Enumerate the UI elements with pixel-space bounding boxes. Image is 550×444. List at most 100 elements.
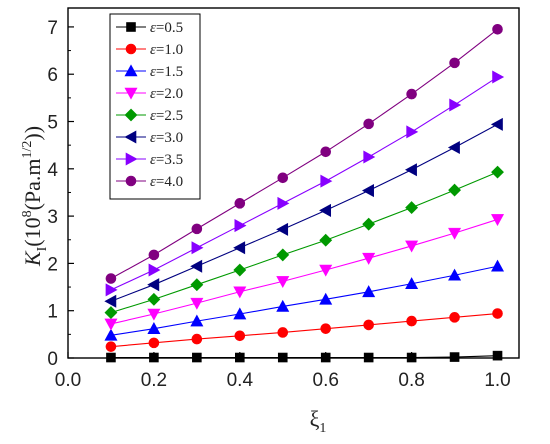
legend-label-symbol: ε bbox=[150, 42, 156, 58]
y-tick-label: 0 bbox=[47, 349, 58, 370]
legend-label: ε=2.5 bbox=[150, 108, 183, 124]
legend-label-symbol: ε bbox=[150, 130, 156, 146]
series-line bbox=[110, 123, 498, 302]
data-point bbox=[448, 183, 461, 197]
data-point bbox=[362, 252, 376, 265]
series-line bbox=[110, 28, 498, 280]
legend-marker bbox=[124, 87, 138, 100]
data-point bbox=[492, 70, 505, 84]
data-point bbox=[491, 165, 504, 179]
data-point bbox=[449, 98, 462, 112]
data-point bbox=[105, 341, 117, 352]
series-line bbox=[110, 312, 498, 348]
data-point bbox=[147, 278, 160, 292]
data-point bbox=[105, 273, 117, 284]
data-point bbox=[490, 117, 503, 131]
data-point bbox=[491, 214, 505, 227]
legend-label-symbol: ε bbox=[150, 64, 156, 80]
data-point bbox=[406, 315, 417, 327]
legend-marker bbox=[125, 175, 137, 187]
series-3 bbox=[104, 214, 505, 331]
legend-marker bbox=[124, 108, 138, 122]
y-tick-label: 7 bbox=[47, 18, 58, 39]
data-point bbox=[276, 299, 290, 312]
data-point bbox=[492, 308, 503, 319]
data-point bbox=[277, 327, 289, 338]
series-4 bbox=[104, 165, 504, 320]
data-point bbox=[449, 312, 460, 323]
legend-label: ε=4.0 bbox=[150, 174, 183, 190]
legend-label-value: =1.0 bbox=[156, 42, 183, 58]
legend-label: ε=1.5 bbox=[150, 64, 183, 80]
legend-item: ε=4.0 bbox=[116, 174, 183, 190]
y-tick-label: 4 bbox=[47, 160, 58, 181]
data-point bbox=[320, 146, 332, 158]
data-point bbox=[148, 249, 160, 261]
x-tick-label: 0.4 bbox=[227, 370, 254, 391]
data-point bbox=[363, 319, 374, 331]
data-point bbox=[362, 285, 376, 298]
data-point bbox=[104, 294, 117, 308]
data-point bbox=[447, 141, 460, 155]
data-point bbox=[191, 241, 204, 255]
data-point bbox=[276, 222, 289, 236]
legend-marker bbox=[126, 22, 136, 32]
legend-label-value: =4.0 bbox=[156, 174, 183, 190]
y-axis-title-sup2: 1/2 bbox=[20, 141, 35, 159]
data-point bbox=[191, 223, 203, 235]
legend-item: ε=1.5 bbox=[116, 64, 183, 80]
data-point bbox=[233, 263, 247, 277]
data-point bbox=[147, 292, 161, 306]
data-point bbox=[277, 172, 289, 184]
data-point bbox=[448, 268, 462, 281]
data-point bbox=[406, 88, 417, 100]
y-tick-label: 5 bbox=[47, 113, 58, 134]
axes-layer: 0.0 0.2 0.4 0.6 0.8 1.0 0 1 2 3 4 5 6 7 bbox=[47, 18, 510, 391]
data-point bbox=[277, 196, 290, 210]
data-point bbox=[449, 57, 460, 69]
data-point bbox=[406, 125, 419, 139]
data-point bbox=[233, 286, 247, 299]
y-axis-title-sup1: 8 bbox=[20, 210, 35, 217]
series-0 bbox=[106, 350, 503, 363]
data-point bbox=[404, 163, 417, 177]
legend-box bbox=[109, 13, 201, 200]
legend-label-value: =2.0 bbox=[156, 86, 183, 102]
data-point bbox=[362, 184, 374, 198]
legend-label: ε=0.5 bbox=[150, 20, 183, 36]
data-point bbox=[491, 259, 505, 272]
series-line bbox=[110, 171, 498, 314]
data-point bbox=[233, 241, 246, 255]
series-line bbox=[110, 355, 498, 359]
legend-label: ε=1.0 bbox=[150, 42, 183, 58]
legend-marker bbox=[124, 130, 137, 144]
data-point bbox=[190, 259, 203, 273]
y-tick-label: 2 bbox=[47, 254, 58, 275]
legend-marker bbox=[125, 152, 138, 166]
data-point bbox=[191, 333, 203, 345]
legend-label-symbol: ε bbox=[150, 174, 156, 190]
data-point bbox=[363, 118, 374, 130]
data-point bbox=[319, 203, 332, 217]
series-5 bbox=[104, 117, 503, 308]
y-axis-title: KI(108(Pa.m1/2)) bbox=[20, 126, 50, 267]
data-point bbox=[405, 201, 419, 215]
legend-item: ε=2.5 bbox=[116, 108, 183, 124]
data-point bbox=[234, 330, 246, 342]
data-point bbox=[405, 277, 419, 290]
data-point bbox=[319, 264, 333, 277]
data-point bbox=[320, 323, 332, 334]
x-tick-label: 0.2 bbox=[141, 370, 167, 391]
legend-item: ε=3.5 bbox=[116, 152, 183, 168]
legend-item: ε=0.5 bbox=[116, 20, 183, 36]
legend-label-symbol: ε bbox=[150, 108, 156, 124]
legend-label-symbol: ε bbox=[150, 86, 156, 102]
data-point bbox=[104, 328, 118, 341]
data-point bbox=[148, 337, 160, 349]
y-axis-title-sub: I bbox=[35, 246, 50, 251]
legend-label-value: =0.5 bbox=[156, 20, 183, 36]
data-point bbox=[319, 233, 333, 247]
legend-label-symbol: ε bbox=[150, 20, 156, 36]
x-axis-title: ξ1 bbox=[310, 406, 327, 436]
